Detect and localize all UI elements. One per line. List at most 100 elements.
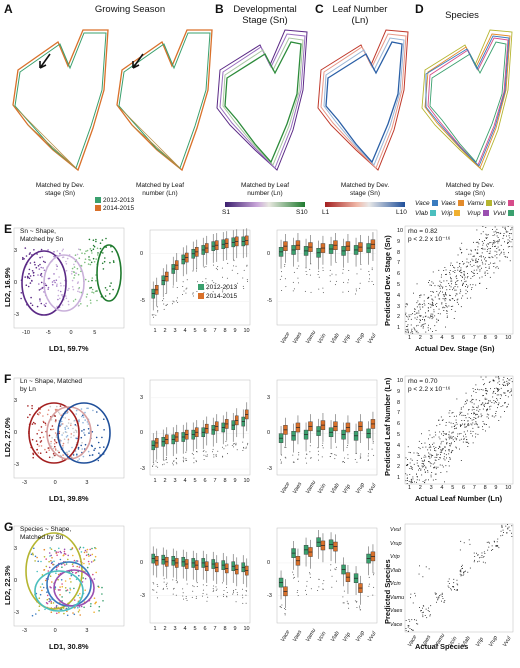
outlier-point [172, 462, 174, 464]
scatter-point [80, 291, 83, 294]
confusion-point [442, 430, 444, 432]
scatter-point [54, 440, 56, 443]
confusion-point [424, 323, 426, 325]
scatter-point [88, 432, 90, 434]
confusion-point [470, 423, 472, 425]
confusion-point [439, 457, 441, 459]
confusion-point [472, 431, 474, 432]
confusion-point [495, 401, 496, 402]
confusion-point [406, 304, 408, 306]
confusion-point [477, 252, 479, 254]
confidence-ellipse [46, 406, 92, 460]
confusion-point [449, 445, 451, 447]
confusion-point [481, 552, 483, 554]
scatter-point [51, 557, 53, 559]
confusion-y-label: Predicted Leaf Number (Ln) [383, 377, 392, 476]
outlier-point [231, 444, 233, 446]
confusion-point [430, 463, 432, 465]
scatter-point [84, 419, 86, 421]
lda-scatter-f [13, 377, 125, 479]
confusion-point [495, 245, 496, 247]
outlier-point [368, 281, 370, 283]
scatter-point [74, 424, 77, 426]
confusion-x-tick: 6 [462, 485, 466, 491]
confusion-point [410, 479, 412, 481]
confusion-point [411, 629, 412, 630]
confusion-point [471, 402, 473, 404]
confusion-point [435, 479, 437, 480]
scatter-point [89, 299, 92, 302]
confusion-point [492, 392, 494, 394]
outlier-point [206, 585, 208, 587]
outlier-point [342, 268, 344, 270]
scatter-point [92, 244, 95, 247]
confusion-point [486, 416, 488, 418]
confusion-point [476, 552, 477, 554]
confusion-point [428, 479, 429, 481]
confusion-point [500, 394, 502, 395]
confusion-point [452, 298, 454, 300]
confusion-point [486, 398, 488, 400]
scatter-point [62, 554, 65, 557]
outlier-point [246, 444, 248, 446]
confusion-point [424, 320, 426, 322]
confusion-point [489, 406, 490, 408]
confusion-point [454, 589, 455, 590]
confusion-point [430, 316, 431, 318]
confusion-point [465, 570, 466, 572]
scatter-point [32, 421, 35, 424]
outlier-point [322, 267, 324, 269]
confusion-point [441, 303, 443, 305]
confusion-point [438, 459, 440, 460]
outlier-point [368, 576, 370, 578]
confusion-point [472, 388, 474, 389]
confusion-point [486, 251, 488, 252]
confusion-point [439, 298, 441, 300]
confusion-point [475, 413, 477, 415]
scatter-point [82, 421, 84, 424]
confusion-point [467, 273, 468, 274]
scatter-point [42, 436, 45, 438]
outlier-point [156, 591, 158, 593]
outlier-point [172, 464, 174, 466]
confusion-point [405, 312, 407, 314]
confusion-point [419, 607, 420, 608]
confusion-point [472, 256, 474, 257]
scatter-point [51, 428, 53, 431]
confusion-point [445, 450, 446, 452]
confusion-point [493, 380, 495, 382]
x-tick-label: 6 [203, 328, 207, 334]
confusion-point [463, 424, 465, 426]
confusion-point [449, 445, 451, 447]
outlier-point [343, 281, 345, 283]
confusion-point [506, 406, 508, 407]
confusion-point [428, 329, 429, 331]
outlier-point [342, 291, 344, 293]
confusion-point [449, 289, 451, 290]
scatter-point [34, 560, 36, 562]
outlier-point [321, 445, 323, 447]
confusion-point [483, 551, 485, 553]
scatter-point [50, 611, 53, 613]
scatter-point [53, 439, 56, 441]
confusion-point [456, 299, 458, 301]
scatter-point [84, 589, 86, 591]
confusion-point [502, 379, 504, 381]
confusion-point [463, 262, 465, 264]
confusion-point [496, 399, 498, 401]
confusion-point [477, 241, 479, 243]
scatter-point [36, 305, 39, 308]
confusion-point [427, 471, 429, 473]
confusion-point [496, 545, 498, 546]
outlier-point [225, 445, 227, 447]
box-y-tick: 0 [140, 430, 144, 437]
scatter-point [33, 249, 35, 251]
outlier-point [358, 605, 360, 607]
confusion-point [454, 289, 456, 291]
outlier-point [284, 456, 286, 458]
scatter-point [103, 429, 105, 431]
scatter-point [86, 293, 88, 296]
scatter-point [54, 586, 57, 588]
confusion-point [416, 283, 418, 285]
confusion-point [448, 412, 450, 414]
